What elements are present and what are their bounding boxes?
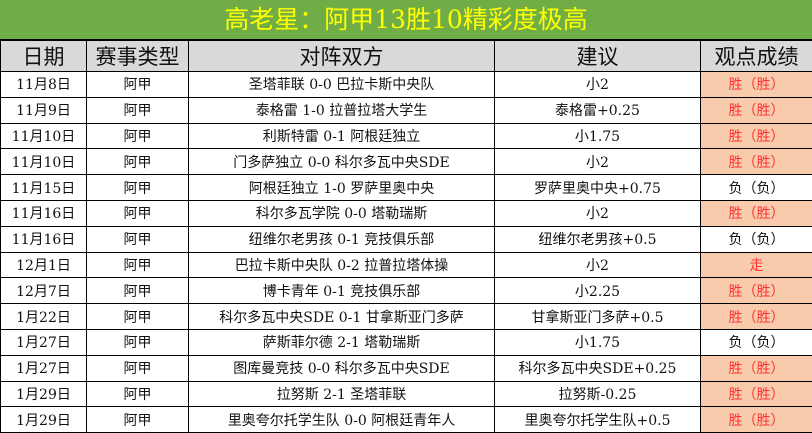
league-cell: 阿甲 bbox=[87, 252, 189, 278]
result-cell: 走 bbox=[701, 252, 812, 278]
tip-cell: 甘拿斯亚门多萨+0.5 bbox=[495, 304, 701, 330]
match-cell: 博卡青年 0-1 竞技俱乐部 bbox=[189, 278, 495, 304]
tip-cell: 小1.75 bbox=[495, 123, 701, 149]
tip-cell: 纽维尔老男孩+0.5 bbox=[495, 226, 701, 252]
match-cell: 里奥夸尔托学生队 0-0 阿根廷青年人 bbox=[189, 407, 495, 433]
match-cell: 科尔多瓦中央SDE 0-1 甘拿斯亚门多萨 bbox=[189, 304, 495, 330]
result-cell: 胜（胜） bbox=[701, 97, 812, 123]
date-cell: 1月22日 bbox=[1, 304, 87, 330]
date-cell: 11月8日 bbox=[1, 72, 87, 98]
date-cell: 11月15日 bbox=[1, 175, 87, 201]
match-cell: 阿根廷独立 1-0 罗萨里奥中央 bbox=[189, 175, 495, 201]
date-cell: 1月27日 bbox=[1, 355, 87, 381]
league-cell: 阿甲 bbox=[87, 175, 189, 201]
result-cell: 胜（胜） bbox=[701, 381, 812, 407]
result-cell: 胜（胜） bbox=[701, 200, 812, 226]
league-cell: 阿甲 bbox=[87, 304, 189, 330]
date-cell: 11月10日 bbox=[1, 149, 87, 175]
match-cell: 萨斯菲尔德 2-1 塔勒瑞斯 bbox=[189, 329, 495, 355]
header-date: 日期 bbox=[1, 41, 87, 72]
result-cell: 负（负） bbox=[701, 329, 812, 355]
date-cell: 12月1日 bbox=[1, 252, 87, 278]
league-cell: 阿甲 bbox=[87, 278, 189, 304]
date-cell: 11月16日 bbox=[1, 226, 87, 252]
tip-cell: 小2 bbox=[495, 72, 701, 98]
match-cell: 图库曼竞技 0-0 科尔多瓦中央SDE bbox=[189, 355, 495, 381]
header-row: 日期 赛事类型 对阵双方 建议 观点成绩 bbox=[1, 41, 812, 72]
tip-cell: 小2 bbox=[495, 200, 701, 226]
result-cell: 胜（胜） bbox=[701, 355, 812, 381]
result-cell: 负（负） bbox=[701, 226, 812, 252]
league-cell: 阿甲 bbox=[87, 72, 189, 98]
league-cell: 阿甲 bbox=[87, 381, 189, 407]
match-cell: 科尔多瓦学院 0-0 塔勒瑞斯 bbox=[189, 200, 495, 226]
result-cell: 胜（胜） bbox=[701, 72, 812, 98]
league-cell: 阿甲 bbox=[87, 407, 189, 433]
tip-cell: 小2 bbox=[495, 252, 701, 278]
tip-cell: 小2 bbox=[495, 149, 701, 175]
date-cell: 1月27日 bbox=[1, 329, 87, 355]
match-cell: 门多萨独立 0-0 科尔多瓦中央SDE bbox=[189, 149, 495, 175]
date-cell: 12月7日 bbox=[1, 278, 87, 304]
tip-cell: 拉努斯-0.25 bbox=[495, 381, 701, 407]
league-cell: 阿甲 bbox=[87, 149, 189, 175]
date-cell: 11月9日 bbox=[1, 97, 87, 123]
result-cell: 胜（胜） bbox=[701, 278, 812, 304]
results-table: 日期 赛事类型 对阵双方 建议 观点成绩 11月8日阿甲圣塔菲联 0-0 巴拉卡… bbox=[0, 40, 812, 433]
date-cell: 11月16日 bbox=[1, 200, 87, 226]
match-cell: 泰格雷 1-0 拉普拉塔大学生 bbox=[189, 97, 495, 123]
match-cell: 利斯特雷 0-1 阿根廷独立 bbox=[189, 123, 495, 149]
match-cell: 圣塔菲联 0-0 巴拉卡斯中央队 bbox=[189, 72, 495, 98]
result-cell: 负（负） bbox=[701, 175, 812, 201]
tip-cell: 里奥夸尔托学生队+0.5 bbox=[495, 407, 701, 433]
tip-cell: 科尔多瓦中央SDE+0.25 bbox=[495, 355, 701, 381]
league-cell: 阿甲 bbox=[87, 329, 189, 355]
tip-cell: 罗萨里奥中央+0.75 bbox=[495, 175, 701, 201]
result-cell: 胜（胜） bbox=[701, 123, 812, 149]
page-title: 高老星：阿甲13胜10精彩度极高 bbox=[0, 0, 812, 40]
date-cell: 1月29日 bbox=[1, 407, 87, 433]
league-cell: 阿甲 bbox=[87, 355, 189, 381]
result-cell: 胜（胜） bbox=[701, 149, 812, 175]
league-cell: 阿甲 bbox=[87, 200, 189, 226]
match-cell: 拉努斯 2-1 圣塔菲联 bbox=[189, 381, 495, 407]
header-match: 对阵双方 bbox=[189, 41, 495, 72]
header-league: 赛事类型 bbox=[87, 41, 189, 72]
result-cell: 胜（胜） bbox=[701, 407, 812, 433]
date-cell: 1月29日 bbox=[1, 381, 87, 407]
header-tip: 建议 bbox=[495, 41, 701, 72]
date-cell: 11月10日 bbox=[1, 123, 87, 149]
league-cell: 阿甲 bbox=[87, 123, 189, 149]
tip-cell: 小2.25 bbox=[495, 278, 701, 304]
header-result: 观点成绩 bbox=[701, 41, 812, 72]
league-cell: 阿甲 bbox=[87, 97, 189, 123]
tip-cell: 泰格雷+0.25 bbox=[495, 97, 701, 123]
match-cell: 巴拉卡斯中央队 0-2 拉普拉塔体操 bbox=[189, 252, 495, 278]
tip-cell: 小1.75 bbox=[495, 329, 701, 355]
league-cell: 阿甲 bbox=[87, 226, 189, 252]
result-cell: 胜（胜） bbox=[701, 304, 812, 330]
match-cell: 纽维尔老男孩 0-1 竞技俱乐部 bbox=[189, 226, 495, 252]
